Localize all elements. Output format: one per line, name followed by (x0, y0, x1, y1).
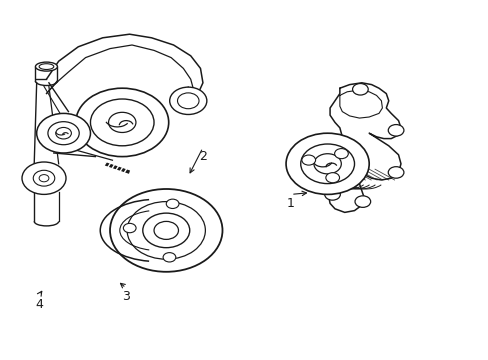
Text: 4: 4 (35, 298, 43, 311)
Circle shape (142, 213, 189, 248)
Circle shape (39, 175, 49, 182)
Circle shape (76, 88, 168, 157)
Circle shape (33, 170, 55, 186)
Circle shape (352, 84, 367, 95)
Circle shape (387, 125, 403, 136)
Circle shape (90, 99, 154, 146)
Ellipse shape (36, 62, 58, 71)
Circle shape (177, 93, 199, 109)
Polygon shape (328, 83, 400, 212)
Circle shape (37, 113, 90, 153)
Circle shape (123, 223, 136, 233)
Circle shape (334, 149, 347, 159)
Text: 2: 2 (199, 150, 206, 163)
Circle shape (301, 155, 315, 165)
Circle shape (22, 162, 66, 194)
Circle shape (154, 221, 178, 239)
Circle shape (166, 199, 179, 208)
Circle shape (313, 154, 341, 174)
Text: 3: 3 (122, 291, 130, 303)
Circle shape (387, 167, 403, 178)
Circle shape (108, 112, 136, 132)
Circle shape (324, 189, 340, 200)
Circle shape (300, 144, 354, 184)
Circle shape (163, 253, 176, 262)
Text: 1: 1 (286, 197, 294, 210)
Circle shape (325, 173, 339, 183)
Circle shape (354, 196, 370, 207)
Ellipse shape (39, 64, 54, 69)
Circle shape (169, 87, 206, 114)
Circle shape (56, 127, 71, 139)
Circle shape (127, 202, 205, 259)
Circle shape (48, 122, 79, 145)
Circle shape (110, 189, 222, 272)
Circle shape (285, 133, 368, 194)
